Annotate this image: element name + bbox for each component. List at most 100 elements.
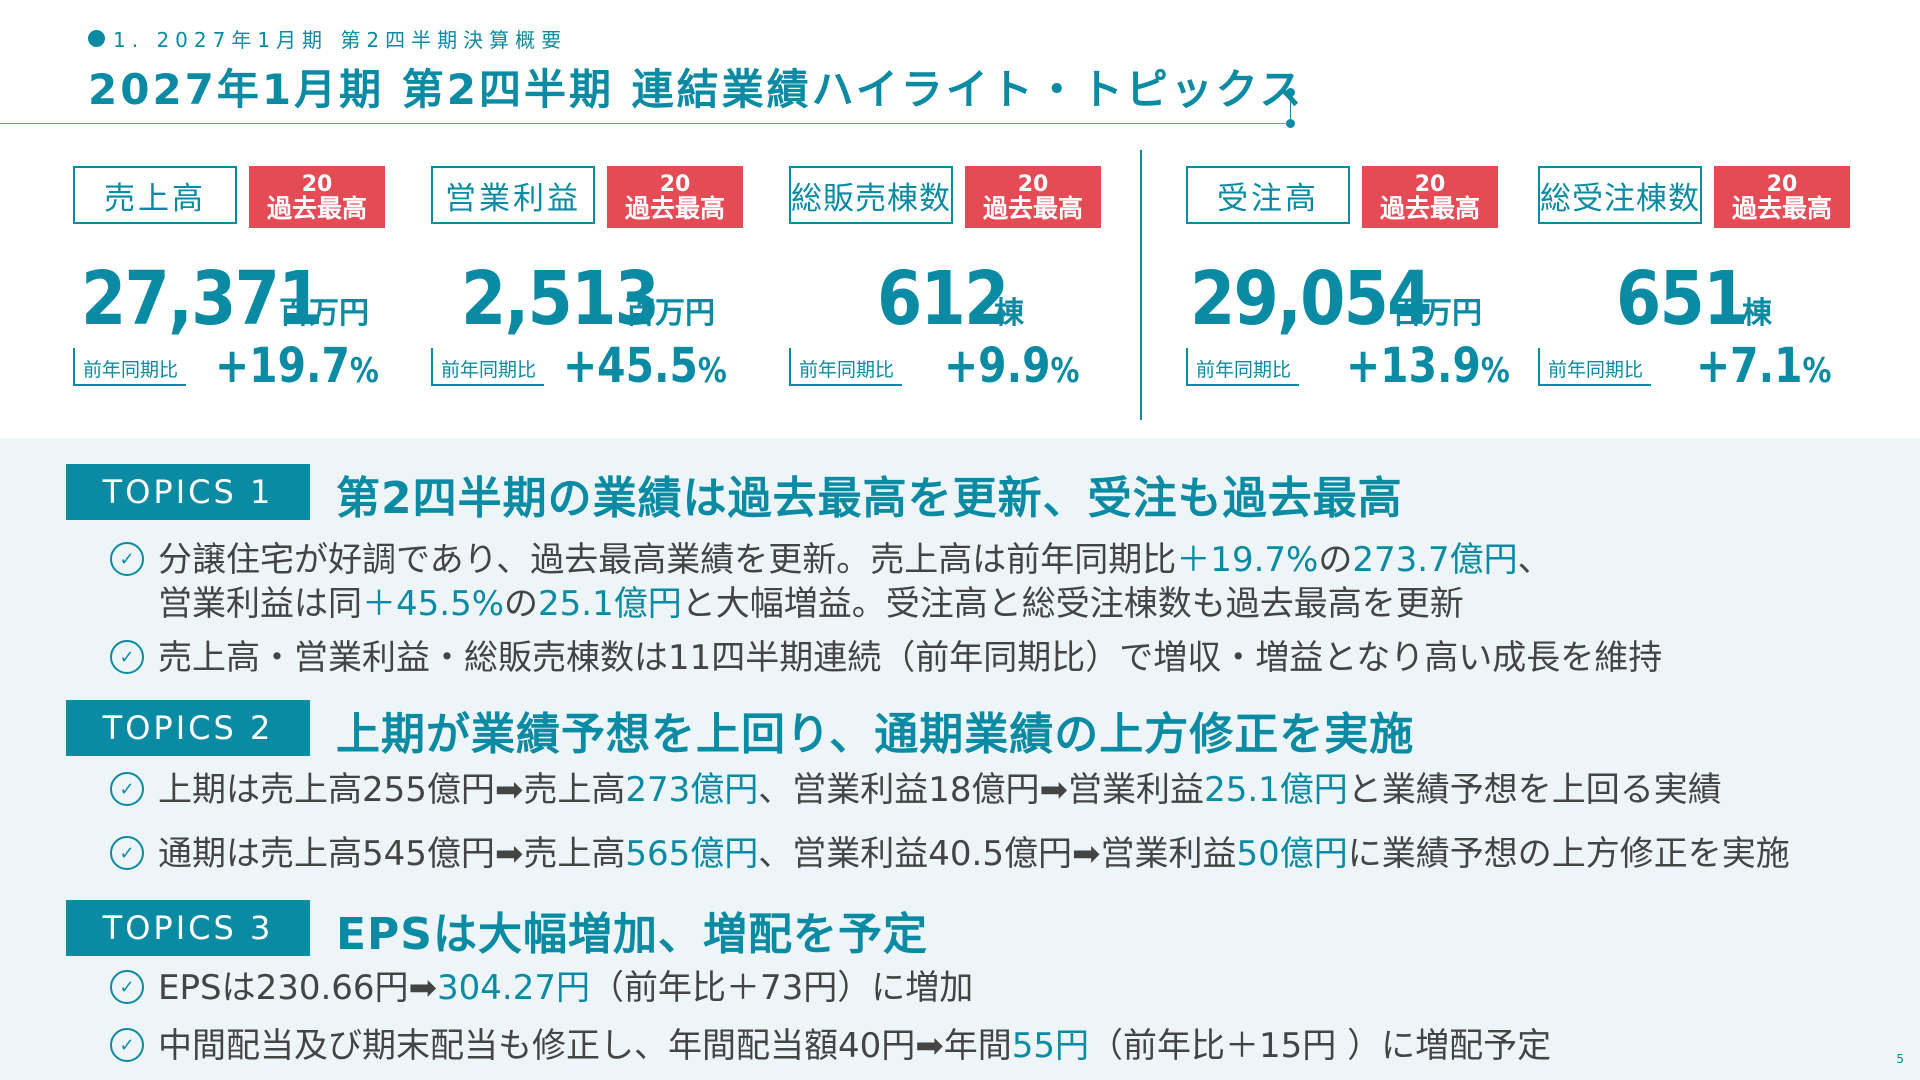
section-label: 1. 2027年1月期 第2四半期決算概要 [88,24,567,53]
kpi-unit: 百万円 [279,296,369,331]
text-segment: 売上高・営業利益・総販売棟数は11四半期連続（前年同期比）で増収・増益となり高い… [158,638,1663,678]
yoy-value: +7.1% [1696,338,1831,394]
text-segment: と業績予想を上回る実績 [1347,770,1722,810]
check-circle-icon: ✓ [110,772,144,806]
bullet-text: 売上高・営業利益・総販売棟数は11四半期連続（前年同期比）で増収・増益となり高い… [158,636,1662,680]
badge-text: 過去最高 [1379,193,1480,223]
topic-title: EPSは大幅増加、増配を予定 [336,909,928,960]
yoy-label: 前年同期比 [73,348,187,386]
text-segment: と大幅増益。受注高と総受注棟数も過去最高を更新 [681,584,1464,624]
kpi-card-total-order-units: 総受注棟数 20 過去最高 651 棟 前年同期比 +7.1% [1538,166,1858,406]
topic-bullet: ✓ 売上高・営業利益・総販売棟数は11四半期連続（前年同期比）で増収・増益となり… [110,636,1662,680]
kpi-label: 総販売棟数 [789,166,953,224]
yoy-label: 前年同期比 [789,348,903,386]
yoy-number: +19.7 [215,338,350,394]
topic-tag: TOPICS 1 [66,464,310,520]
badge-number: 20 [301,171,333,197]
bullet-text: 上期は売上高255億円➡売上高273億円、営業利益18億円➡営業利益25.1億円… [158,768,1722,812]
yoy-label: 前年同期比 [1538,348,1652,386]
text-segment: 、営業利益18億円➡営業利益 [758,770,1205,810]
record-badge: 20 過去最高 [1362,166,1498,228]
text-segment: 、営業利益40.5億円➡営業利益 [758,834,1237,874]
topic-bullet: ✓ 上期は売上高255億円➡売上高273億円、営業利益18億円➡営業利益25.1… [110,768,1722,812]
text-highlight: ＋45.5% [362,584,505,624]
text-highlight: ＋19.7% [1176,540,1319,580]
kpi-card-sales: 売上高 20 過去最高 27,371 百万円 前年同期比 +19.7% [73,166,393,406]
text-highlight: 273億円 [625,770,759,810]
bullet-text: 中間配当及び期末配当も修正し、年間配当額40円➡年間55円（前年比＋15円 ）に… [158,1024,1551,1068]
yoy-pct: % [1480,351,1510,391]
bullet-text: 通期は売上高545億円➡売上高565億円、営業利益40.5億円➡営業利益50億円… [158,832,1790,876]
kpi-unit: 棟 [994,296,1024,331]
kpi-value: 612 [877,256,1009,342]
kpi-card-operating-profit: 営業利益 20 過去最高 2,513 百万円 前年同期比 +45.5% [431,166,751,406]
text-segment: 上期は売上高255億円➡売上高 [158,770,626,810]
title-dot-icon [1286,88,1295,97]
text-segment: 分譲住宅が好調であり、過去最高業績を更新。売上高は前年同期比 [158,540,1177,580]
badge-number: 20 [1766,171,1798,197]
yoy-number: +13.9 [1346,338,1481,394]
text-highlight: 25.1億円 [1204,770,1348,810]
badge-text: 過去最高 [982,193,1083,223]
kpi-unit: 百万円 [625,296,715,331]
badge-text: 過去最高 [266,193,367,223]
text-segment: EPSは230.66円➡ [158,968,438,1008]
kpi-label: 営業利益 [431,166,595,224]
kpi-unit: 百万円 [1392,296,1482,331]
badge-number: 20 [1414,171,1446,197]
title-underline [0,123,1290,124]
check-circle-icon: ✓ [110,542,144,576]
badge-text: 過去最高 [624,193,725,223]
kpi-card-total-sales-units: 総販売棟数 20 過去最高 612 棟 前年同期比 +9.9% [789,166,1109,406]
kpi-value: 29,054 [1190,256,1432,342]
record-badge: 20 過去最高 [1714,166,1850,228]
badge-number: 20 [659,171,691,197]
topic-tag: TOPICS 2 [66,700,310,756]
yoy-pct: % [697,351,727,391]
topic-bullet: ✓ 中間配当及び期末配当も修正し、年間配当額40円➡年間55円（前年比＋15円 … [110,1024,1551,1068]
topic-bullet: ✓ EPSは230.66円➡304.27円（前年比＋73円）に増加 [110,966,973,1010]
yoy-pct: % [349,351,379,391]
yoy-label: 前年同期比 [431,348,545,386]
text-highlight: 50億円 [1236,834,1348,874]
text-segment: 通期は売上高545億円➡売上高 [158,834,626,874]
check-circle-icon: ✓ [110,1028,144,1062]
check-circle-icon: ✓ [110,970,144,1004]
yoy-pct: % [1050,351,1080,391]
text-segment: 、 [1517,540,1552,580]
yoy-number: +9.9 [944,338,1051,394]
kpi-card-orders: 受注高 20 過去最高 29,054 百万円 前年同期比 +13.9% [1186,166,1510,406]
text-segment: の [504,584,539,624]
record-badge: 20 過去最高 [607,166,743,228]
kpi-unit: 棟 [1742,296,1772,331]
check-circle-icon: ✓ [110,640,144,674]
text-segment: の [1318,540,1353,580]
bullet-dot-icon [88,30,105,47]
text-highlight: 273.7億円 [1352,540,1518,580]
bullet-text: EPSは230.66円➡304.27円（前年比＋73円）に増加 [158,966,973,1010]
badge-text: 過去最高 [1731,193,1832,223]
text-highlight: 55円 [1011,1026,1090,1066]
text-highlight: 304.27円 [437,968,590,1008]
kpi-label: 売上高 [73,166,237,224]
text-segment: （前年比＋15円 ）に増配予定 [1089,1026,1552,1066]
yoy-value: +13.9% [1346,338,1510,394]
kpi-label: 受注高 [1186,166,1350,224]
text-segment: （前年比＋73円）に増加 [590,968,974,1008]
text-highlight: 565億円 [625,834,759,874]
topics-panel [0,438,1920,1080]
topic-title: 上期が業績予想を上回り、通期業績の上方修正を実施 [336,709,1415,760]
yoy-value: +9.9% [944,338,1079,394]
topic-bullet: ✓ 分譲住宅が好調であり、過去最高業績を更新。売上高は前年同期比＋19.7%の2… [110,538,1552,626]
kpi-value: 651 [1616,256,1748,342]
topic-bullet: ✓ 通期は売上高545億円➡売上高565億円、営業利益40.5億円➡営業利益50… [110,832,1790,876]
badge-number: 20 [1017,171,1049,197]
yoy-number: +45.5 [563,338,698,394]
bullet-line: 営業利益は同＋45.5%の25.1億円と大幅増益。受注高と総受注棟数も過去最高を… [158,582,1552,626]
text-segment: に業績予想の上方修正を実施 [1347,834,1790,874]
kpi-divider [1140,150,1142,420]
topic-title: 第2四半期の業績は過去最高を更新、受注も過去最高 [336,473,1403,524]
yoy-pct: % [1802,351,1832,391]
yoy-label: 前年同期比 [1186,348,1300,386]
kpi-value: 27,371 [81,256,323,342]
